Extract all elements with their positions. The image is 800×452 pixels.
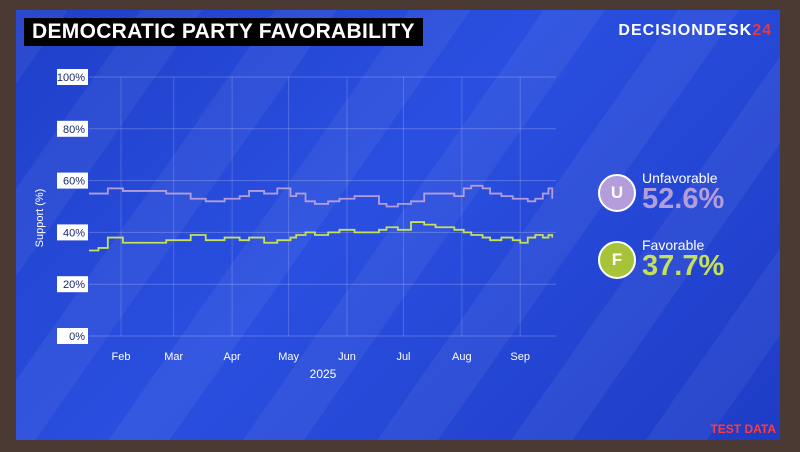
chart-panel: DEMOCRATIC PARTY FAVORABILITY DECISIONDE… <box>16 10 780 440</box>
favorable-label: Favorable <box>642 237 705 253</box>
y-tick-label: 20% <box>63 279 85 291</box>
y-tick-label: 100% <box>57 72 85 84</box>
y-tick-box <box>57 120 88 137</box>
brand-part-2: DESK <box>703 22 753 39</box>
x-tick-label: Jul <box>396 351 410 363</box>
y-tick-box <box>57 172 88 189</box>
line-chart: 0% 20% 40% 60% 80% 100% Feb Mar Apr May Jun Jul Aug… <box>34 69 556 381</box>
brand-logo: DECISIONDESK24 <box>618 22 772 40</box>
brand-part-3: 24 <box>752 22 772 39</box>
x-tick-label: Sep <box>510 351 530 363</box>
background-stripes <box>16 10 780 440</box>
y-tick-label: 60% <box>63 176 85 188</box>
favorable-badge: F <box>598 241 636 279</box>
x-tick-label: Mar <box>164 351 183 363</box>
test-data-label: TEST DATA <box>710 422 776 436</box>
legend-favorable: F Favorable 37.7% <box>598 237 768 283</box>
y-tick-box <box>57 69 88 85</box>
x-tick-label: Apr <box>224 351 241 363</box>
y-tick-box <box>57 328 88 344</box>
series-line-unfavorable <box>89 184 554 208</box>
unfavorable-badge: U <box>598 174 636 212</box>
x-tick-label: Jun <box>338 351 356 363</box>
y-tick-box <box>57 224 88 241</box>
unfavorable-label: Unfavorable <box>642 170 718 186</box>
chart-title: DEMOCRATIC PARTY FAVORABILITY <box>24 18 423 46</box>
favorable-value: 37.7% <box>642 250 725 282</box>
x-tick-label: May <box>278 351 299 363</box>
x-axis-label: 2025 <box>310 367 337 381</box>
series-lines <box>89 184 554 252</box>
series-line-favorable <box>89 221 554 252</box>
y-tick-label: 0% <box>69 331 85 343</box>
x-tick-label: Feb <box>112 351 131 363</box>
y-tick-box <box>57 276 88 293</box>
y-tick-label: 80% <box>63 124 85 136</box>
brand-part-1: DECISION <box>618 22 704 39</box>
y-axis-ticks: 0% 20% 40% 60% 80% 100% <box>57 69 88 344</box>
y-axis-label: Support (%) <box>34 189 46 248</box>
y-tick-label: 40% <box>63 227 85 239</box>
x-axis-ticks: Feb Mar Apr May Jun Jul Aug Sep <box>112 351 530 363</box>
x-tick-label: Aug <box>452 351 472 363</box>
chart-grid <box>89 76 556 337</box>
unfavorable-value: 52.6% <box>642 183 725 215</box>
legend-unfavorable: U Unfavorable 52.6% <box>598 170 768 216</box>
